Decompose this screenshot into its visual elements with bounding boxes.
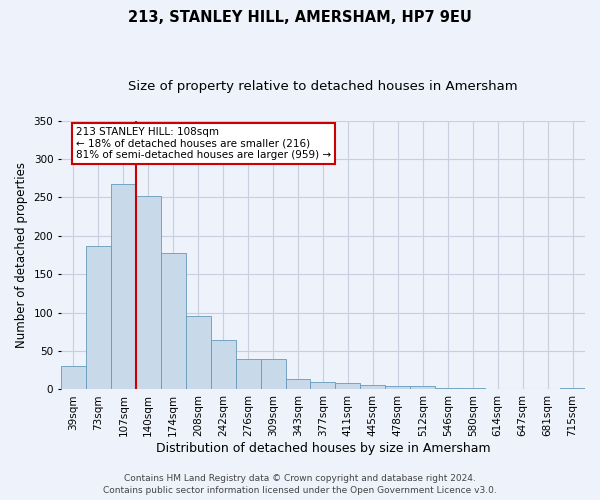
Bar	[111, 184, 136, 390]
Bar	[211, 340, 236, 390]
Bar	[361, 385, 385, 390]
Text: 213, STANLEY HILL, AMERSHAM, HP7 9EU: 213, STANLEY HILL, AMERSHAM, HP7 9EU	[128, 10, 472, 25]
Bar	[310, 382, 335, 390]
Bar	[485, 388, 510, 390]
Bar	[560, 388, 585, 390]
Bar	[161, 252, 186, 390]
Y-axis label: Number of detached properties: Number of detached properties	[15, 162, 28, 348]
Bar	[335, 384, 361, 390]
Bar	[435, 388, 460, 390]
Bar	[286, 378, 310, 390]
Bar	[410, 386, 435, 390]
Bar	[460, 388, 485, 390]
Bar	[186, 316, 211, 390]
Text: 213 STANLEY HILL: 108sqm
← 18% of detached houses are smaller (216)
81% of semi-: 213 STANLEY HILL: 108sqm ← 18% of detach…	[76, 126, 331, 160]
Bar	[86, 246, 111, 390]
Bar	[260, 360, 286, 390]
Text: Contains HM Land Registry data © Crown copyright and database right 2024.
Contai: Contains HM Land Registry data © Crown c…	[103, 474, 497, 495]
Bar	[385, 386, 410, 390]
Bar	[61, 366, 86, 390]
X-axis label: Distribution of detached houses by size in Amersham: Distribution of detached houses by size …	[155, 442, 490, 455]
Bar	[236, 358, 260, 390]
Title: Size of property relative to detached houses in Amersham: Size of property relative to detached ho…	[128, 80, 518, 93]
Bar	[136, 196, 161, 390]
